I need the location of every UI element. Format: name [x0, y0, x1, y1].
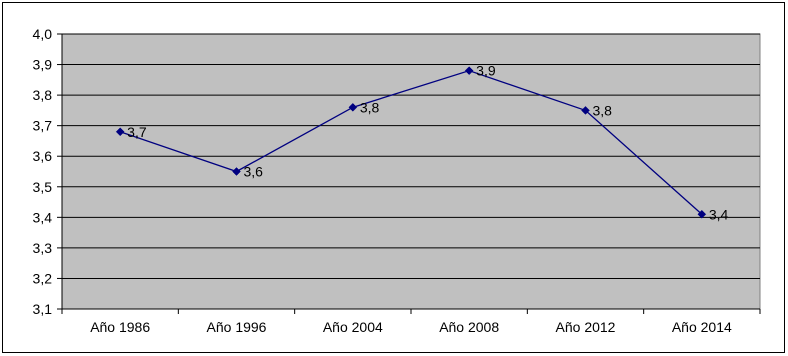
series-line	[119, 69, 703, 215]
data-point-marker	[348, 102, 358, 112]
data-point-marker	[697, 209, 707, 219]
data-label: 3,6	[244, 164, 264, 180]
x-tick-label: Año 2008	[439, 319, 499, 335]
data-label: 3,4	[709, 206, 729, 222]
data-label: 3,8	[360, 99, 380, 115]
data-point-marker	[581, 106, 590, 115]
data-label: 3,7	[127, 124, 147, 140]
y-tick-label: 3,3	[33, 240, 53, 256]
axes	[57, 33, 761, 314]
y-tick-label: 3,9	[33, 57, 53, 73]
data-point-marker	[232, 167, 241, 176]
y-tick-label: 3,1	[33, 301, 53, 317]
x-tick-label: Año 2012	[556, 319, 616, 335]
y-tick-label: 3,5	[33, 179, 53, 195]
data-labels: 3,7 3,6 3,8 3,9 3,8 3,4	[127, 63, 728, 223]
data-point-marker	[115, 127, 125, 137]
y-tick-label: 3,6	[33, 148, 53, 164]
series-group	[115, 66, 707, 219]
x-tick-label: Año 1986	[90, 319, 150, 335]
data-point-marker	[464, 66, 474, 76]
y-tick-label: 4,0	[33, 26, 53, 42]
data-label: 3,9	[476, 63, 496, 79]
y-tick-label: 3,4	[33, 209, 53, 225]
y-axis-tick-labels: 3,1 3,2 3,3 3,4 3,5 3,6 3,7 3,8 3,9 4,0	[33, 26, 53, 317]
plot-area	[61, 33, 761, 310]
data-label: 3,8	[593, 102, 613, 118]
x-tick-label: Año 1996	[207, 319, 267, 335]
y-tick-label: 3,7	[33, 118, 53, 134]
y-tick-label: 3,8	[33, 87, 53, 103]
x-axis-tick-labels: Año 1986 Año 1996 Año 2004 Año 2008 Año 2012…	[90, 319, 732, 335]
y-tick-label: 3,2	[33, 270, 53, 286]
x-tick-label: Año 2004	[323, 319, 383, 335]
x-tick-label: Año 2014	[672, 319, 732, 335]
